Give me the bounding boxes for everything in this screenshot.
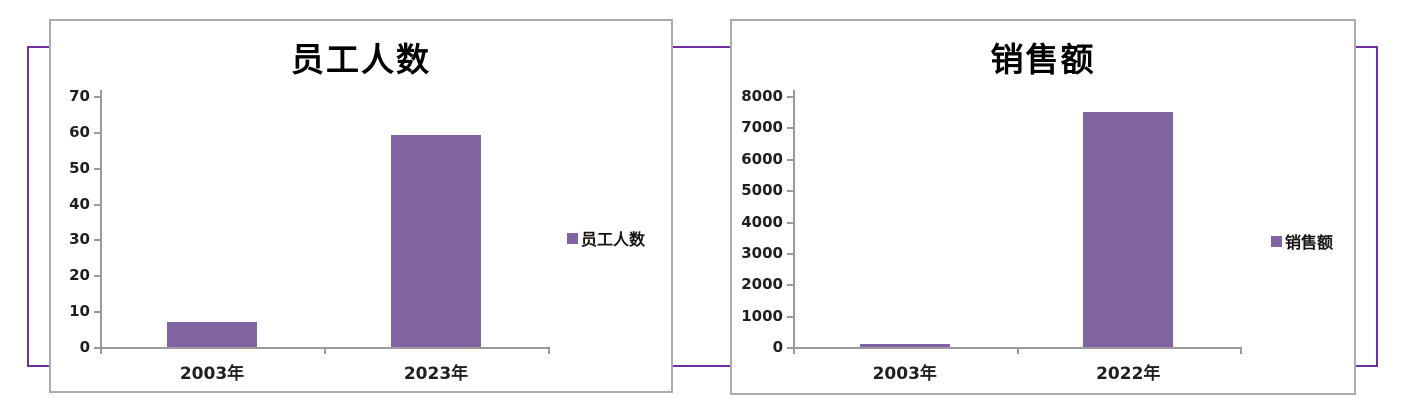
series-bar[interactable] xyxy=(167,321,257,347)
y-tick-mark xyxy=(94,167,100,170)
y-tick-label: 4000 xyxy=(741,212,783,231)
y-tick-label: 5000 xyxy=(741,181,783,200)
y-tick-mark xyxy=(787,252,793,255)
y-tick-label: 40 xyxy=(69,194,90,213)
y-tick-mark xyxy=(787,96,793,98)
y-tick-mark xyxy=(787,347,793,349)
plot-area: 0 1000 2000 3000 4000 5000 6000 7000 8000 2003年 20… xyxy=(732,21,1354,393)
plot-area: 0 10 20 30 40 50 60 70 2003年 2023年 xyxy=(51,21,671,391)
x-category-label: 2022年 xyxy=(1096,364,1161,384)
y-axis-line xyxy=(793,90,795,349)
x-tick-mark xyxy=(1240,347,1242,354)
legend-label: 销售额 xyxy=(1285,233,1334,252)
x-tick-mark xyxy=(1016,347,1019,354)
chart-title: 员工人数 xyxy=(291,43,431,79)
y-tick-label: 10 xyxy=(69,302,90,321)
x-tick-mark xyxy=(793,347,795,354)
y-tick-label: 0 xyxy=(772,338,783,356)
employee-count-chart[interactable]: 员工人数 0 10 20 30 40 50 60 70 2003年 2023年 员工人数 xyxy=(49,19,673,393)
y-tick-mark xyxy=(787,315,793,318)
legend-swatch-icon xyxy=(1271,235,1282,247)
legend: 销售额 xyxy=(1271,229,1333,253)
series-bar[interactable] xyxy=(859,343,950,347)
legend: 员工人数 xyxy=(567,226,645,250)
y-tick-mark xyxy=(94,131,100,134)
y-tick-label: 2000 xyxy=(741,275,783,294)
y-tick-label: 0 xyxy=(79,338,90,356)
y-tick-mark xyxy=(94,275,100,278)
y-tick-label: 3000 xyxy=(741,243,783,262)
legend-label: 员工人数 xyxy=(581,230,646,249)
y-tick-mark xyxy=(94,311,100,314)
x-tick-mark xyxy=(100,347,102,354)
y-tick-mark xyxy=(787,221,793,224)
y-tick-label: 50 xyxy=(69,158,90,177)
y-tick-label: 1000 xyxy=(741,306,783,325)
y-tick-mark xyxy=(94,347,100,349)
y-tick-label: 7000 xyxy=(741,118,783,137)
y-tick-label: 30 xyxy=(69,230,90,249)
legend-swatch-icon xyxy=(567,232,578,244)
y-tick-mark xyxy=(94,239,100,242)
y-tick-mark xyxy=(787,284,793,287)
x-tick-mark xyxy=(324,347,326,354)
chart-title: 销售额 xyxy=(990,43,1096,79)
series-bar[interactable] xyxy=(1083,111,1174,347)
y-tick-mark xyxy=(787,158,793,161)
y-tick-mark xyxy=(94,96,100,98)
sales-chart[interactable]: 销售额 0 1000 2000 3000 4000 5000 6000 7000 8000 200… xyxy=(730,19,1356,395)
y-tick-label: 60 xyxy=(69,122,90,141)
x-tick-mark xyxy=(548,347,550,354)
y-tick-label: 70 xyxy=(69,87,90,105)
x-category-label: 2023年 xyxy=(403,364,469,384)
y-axis-line xyxy=(100,90,102,349)
y-tick-mark xyxy=(94,203,100,206)
decorative-frame xyxy=(27,46,1378,367)
y-tick-label: 6000 xyxy=(741,149,783,168)
x-category-label: 2003年 xyxy=(872,364,937,384)
y-tick-label: 8000 xyxy=(741,87,783,105)
y-tick-label: 20 xyxy=(69,266,90,285)
y-tick-mark xyxy=(787,127,793,130)
x-category-label: 2003年 xyxy=(179,364,245,384)
series-bar[interactable] xyxy=(391,135,481,347)
y-tick-mark xyxy=(787,190,793,193)
